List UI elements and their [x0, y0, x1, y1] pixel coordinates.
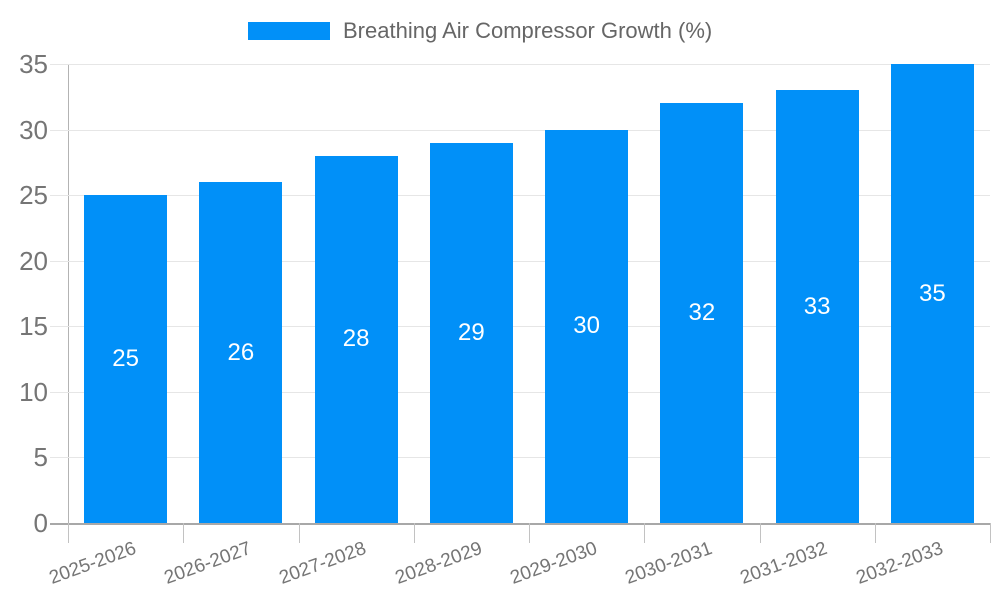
gridline-35: [50, 64, 990, 65]
x-tick-7: [874, 523, 876, 543]
bar-2031-2032[interactable]: 33: [775, 90, 859, 523]
x-tick-5: [644, 523, 646, 543]
y-axis-label-10: 10: [19, 376, 48, 407]
x-axis-label-2026-2027: 2026-2027: [161, 538, 255, 589]
x-axis-label-2030-2031: 2030-2031: [622, 538, 716, 589]
x-tick-3: [413, 523, 415, 543]
legend-label[interactable]: Breathing Air Compressor Growth (%): [343, 18, 713, 43]
bar-value-label: 32: [688, 299, 716, 327]
x-tick-0: [68, 523, 69, 543]
y-axis-label-25: 25: [19, 180, 48, 211]
x-tick-2: [298, 523, 300, 543]
bar-value-label: 28: [342, 325, 370, 353]
bar-2030-2031[interactable]: 32: [660, 103, 744, 523]
gridline-15: [50, 326, 990, 328]
bar-2028-2029[interactable]: 29: [429, 142, 513, 523]
x-axis-label-2028-2029: 2028-2029: [391, 538, 485, 589]
y-axis-line: [68, 64, 69, 543]
x-tick-8: [990, 523, 991, 543]
x-tick-1: [183, 523, 185, 543]
bar-value-label: 29: [458, 318, 485, 346]
bar-value-label: 26: [227, 338, 255, 366]
bar-2032-2033[interactable]: 35: [890, 64, 974, 523]
bar-2029-2030[interactable]: 30: [545, 129, 629, 523]
gridline-10: [50, 391, 990, 393]
bar-value-label: 33: [803, 292, 831, 320]
y-axis-label-30: 30: [19, 114, 48, 145]
bar-value-label: 25: [112, 345, 139, 373]
x-axis-label-2025-2026: 2025-2026: [46, 538, 139, 589]
x-tick-6: [759, 523, 761, 543]
y-axis-label-20: 20: [19, 245, 48, 276]
legend-swatch-icon[interactable]: [248, 22, 330, 40]
x-axis-baseline: [50, 523, 990, 525]
bar-2027-2028[interactable]: 28: [314, 155, 398, 523]
gridline-30: [50, 129, 990, 131]
x-tick-4: [529, 523, 530, 543]
plot-area: 25 26 28 29 30 32 33 35: [68, 64, 990, 523]
bar-2025-2026[interactable]: 25: [84, 195, 168, 523]
bar-value-label: 30: [573, 312, 600, 340]
bar-value-label: 35: [919, 279, 946, 307]
x-axis-label-2027-2028: 2027-2028: [276, 538, 370, 589]
x-axis-label-2032-2033: 2032-2033: [852, 538, 946, 589]
chart-legend: Breathing Air Compressor Growth (%): [248, 18, 713, 43]
gridline-5: [50, 457, 990, 459]
gridline-20: [50, 260, 990, 262]
y-axis-label-35: 35: [19, 49, 48, 79]
gridline-25: [50, 195, 990, 197]
x-axis-label-2031-2032: 2031-2032: [737, 538, 831, 589]
y-axis-label-15: 15: [19, 311, 48, 342]
x-axis-label-2029-2030: 2029-2030: [507, 538, 600, 589]
y-axis-label-5: 5: [33, 442, 48, 473]
y-axis-label-0: 0: [33, 508, 48, 538]
bar-2026-2027[interactable]: 26: [199, 182, 283, 523]
